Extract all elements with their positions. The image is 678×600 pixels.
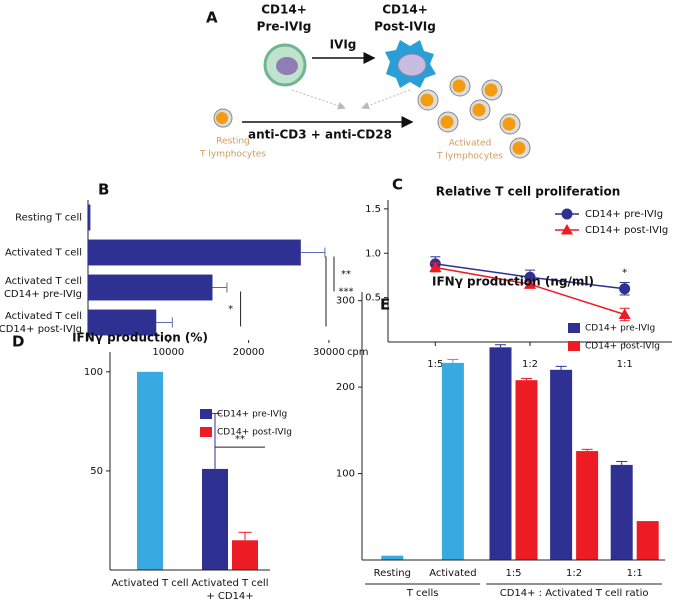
bar xyxy=(202,468,228,570)
category-label: Resting T cell xyxy=(15,213,82,224)
category-label: Activated T cell xyxy=(5,311,82,322)
legend-marker xyxy=(561,224,573,235)
bar xyxy=(576,451,599,560)
legend-marker xyxy=(561,208,573,220)
legend-swatch xyxy=(200,427,212,437)
bar xyxy=(232,540,258,570)
x-tick-label: 1:1 xyxy=(617,359,633,370)
arrow-label: IVIg xyxy=(330,38,357,52)
x-tick-label: 1:1 xyxy=(627,568,643,579)
significance-label: ** xyxy=(341,269,351,280)
chart-title: Relative T cell proliferation xyxy=(436,185,621,199)
panel-letter: D xyxy=(12,333,24,351)
x-tick-label: Activated xyxy=(429,568,476,579)
significance-label: * xyxy=(228,304,233,315)
bar xyxy=(88,204,91,231)
panel-letter: E xyxy=(380,296,390,314)
legend-label: CD14+ post-IVIg xyxy=(585,342,660,352)
legend-label: CD14+ pre-IVIg xyxy=(585,209,663,220)
arrow xyxy=(361,89,411,110)
cell-label: CD14+ xyxy=(382,3,428,17)
significance-label: * xyxy=(622,268,627,279)
y-tick-label: 0.5 xyxy=(365,293,381,304)
cell-label: Post-IVIg xyxy=(374,20,436,34)
marker xyxy=(429,261,442,272)
x-tick-label: + CD14+ xyxy=(206,591,253,600)
cell-label: CD14+ xyxy=(261,3,307,17)
legend-swatch xyxy=(200,409,212,419)
marker xyxy=(619,283,631,295)
panel-letter: A xyxy=(206,9,218,27)
arrow xyxy=(291,89,346,110)
cell-caption: T lymphocytes xyxy=(436,152,503,162)
t-cell xyxy=(213,108,233,128)
cell-caption: Resting xyxy=(216,137,250,147)
x-tick-label: 20000 xyxy=(233,347,265,358)
monocyte-pre xyxy=(263,43,307,87)
cell-label: Pre-IVIg xyxy=(257,20,312,34)
x-tick-label: 30000 xyxy=(313,347,345,358)
y-tick-label: 200 xyxy=(336,382,355,393)
activated-cells xyxy=(417,75,531,159)
bar xyxy=(610,464,633,560)
marker xyxy=(618,308,631,319)
legend-label: CD14+ pre-IVIg xyxy=(217,410,287,420)
y-tick-label: 1.5 xyxy=(365,204,381,215)
x-tick-label: 1:2 xyxy=(522,359,538,370)
significance-label: ** xyxy=(235,434,245,445)
bar xyxy=(88,274,213,301)
bar xyxy=(88,239,301,266)
significance-label: *** xyxy=(339,287,354,298)
x-axis-label: cpm xyxy=(347,347,369,358)
legend-label: CD14+ post-IVIg xyxy=(585,225,668,236)
x-tick-label: 10000 xyxy=(152,347,184,358)
bar xyxy=(441,362,464,560)
legend-label: CD14+ post-IVIg xyxy=(217,428,292,438)
x-tick-label: 1:5 xyxy=(427,359,443,370)
chart-title: IFNγ production (ng/ml) xyxy=(432,275,594,289)
x-tick-label: Activated T cell xyxy=(111,578,188,589)
cell-caption: T lymphocytes xyxy=(199,150,266,160)
y-tick-label: 100 xyxy=(336,469,355,480)
bar xyxy=(381,555,404,560)
chart-title: IFNγ production (%) xyxy=(72,331,208,345)
legend-label: CD14+ pre-IVIg xyxy=(585,324,655,334)
category-label: Activated T cell xyxy=(5,276,82,287)
bar xyxy=(489,347,512,560)
panel-letter: B xyxy=(98,181,109,199)
x-tick-label: Resting xyxy=(374,568,411,579)
group-label: T cells xyxy=(406,588,439,599)
bar xyxy=(550,369,573,560)
group-label: CD14+ : Activated T cell ratio xyxy=(500,588,649,599)
y-tick-label: 1.0 xyxy=(365,248,381,259)
y-tick-label: 300 xyxy=(336,296,355,307)
bar xyxy=(137,371,163,570)
marker xyxy=(524,278,536,289)
marker xyxy=(524,271,536,283)
category-label: + CD14+ pre-IVIg xyxy=(0,289,82,300)
y-tick-label: 100 xyxy=(84,367,103,378)
x-tick-label: Activated T cell xyxy=(191,578,268,589)
diagram: A CD14+ Pre-IVIg CD14+ Post-IVIg IVIg Re… xyxy=(199,3,531,162)
bar xyxy=(636,521,659,560)
bar xyxy=(88,309,157,336)
cell-caption: Activated xyxy=(449,139,492,149)
x-tick-label: 1:5 xyxy=(505,568,521,579)
panel-letter: C xyxy=(392,176,403,194)
category-label: Activated T cell xyxy=(5,248,82,259)
x-tick-label: 1:2 xyxy=(566,568,582,579)
monocyte-post xyxy=(385,40,436,88)
legend-swatch xyxy=(568,323,580,333)
category-label: + CD14+ post-IVIg xyxy=(0,324,82,335)
legend-swatch xyxy=(568,341,580,351)
arrow-label: anti-CD3 + anti-CD28 xyxy=(248,128,392,142)
bar xyxy=(515,380,538,560)
y-tick-label: 50 xyxy=(90,466,103,477)
